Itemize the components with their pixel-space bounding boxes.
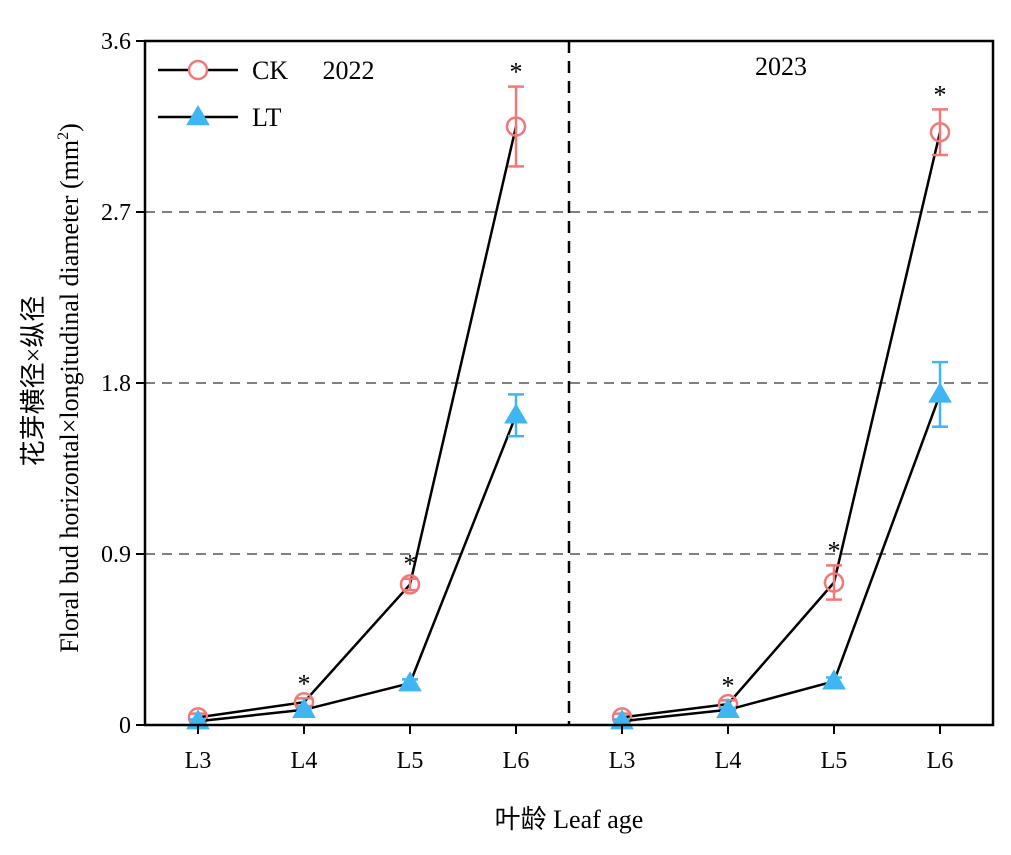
point-LT-2022-L6 [504, 403, 528, 424]
significance-2023-L4: * [722, 671, 735, 700]
y-axis-title-close: ) [55, 123, 84, 132]
legend-marker-lt [186, 105, 210, 126]
y-tick-label-1: 0.9 [101, 542, 131, 568]
legend-label-ck: CK [252, 56, 288, 85]
grid-lines [145, 211, 993, 555]
x-tick-label-2022-L3: L3 [185, 748, 212, 774]
significance-2022-L6: * [510, 58, 523, 87]
error-bar-CK-2023-L5 [826, 564, 842, 601]
legend-marker-ck [187, 59, 209, 81]
panel-label-2023: 2023 [755, 52, 807, 81]
series-line-CK-2022 [197, 126, 518, 719]
point-CK-2022-L6 [505, 116, 527, 137]
point-LT-2022-L4 [292, 697, 316, 718]
y-axis-title-cn: 花芽横径×纵径 [19, 296, 48, 467]
point-LT-2022-L5 [398, 671, 422, 692]
y-axis-title-en: Floral bud horizontal×longitudinal diame… [55, 123, 84, 653]
significance-2022-L5: * [404, 550, 417, 579]
ticks: 0 0.9 1.8 2.7 3.6 L3 L4 L5 L6 L3 L4 L5 L6 [101, 29, 953, 774]
series-line-LT-2022 [197, 414, 518, 723]
legend-item-ck: CK [158, 56, 288, 85]
point-LT-2023-L4 [716, 697, 740, 718]
error-bar-CK-2023-L6 [932, 108, 948, 157]
y-tick-label-0: 0 [119, 713, 131, 739]
x-tick-label-2023-L3: L3 [609, 748, 636, 774]
y-axis-title: 花芽横径×纵径 [19, 296, 48, 467]
significance-2022-L4: * [298, 669, 311, 698]
x-tick-label-2022-L6: L6 [503, 748, 530, 774]
error-bar-CK-2022-L6 [508, 85, 524, 168]
significance-2023-L5: * [828, 536, 841, 565]
x-tick-label-2022-L5: L5 [397, 748, 424, 774]
legend: CK LT [158, 56, 288, 132]
x-tick-label-2023-L6: L6 [927, 748, 954, 774]
point-LT-2023-L5 [822, 669, 846, 690]
error-bar-CK-2022-L5 [402, 577, 418, 592]
labels: 叶龄 Leaf age 花芽横径×纵径 Floral bud horizonta… [19, 52, 807, 834]
point-LT-2023-L6 [928, 382, 952, 403]
legend-item-lt: LT [158, 103, 281, 132]
x-axis-title: 叶龄 Leaf age [495, 805, 644, 834]
y-tick-label-4: 3.6 [101, 29, 131, 55]
point-CK-2022-L5 [399, 574, 421, 595]
x-tick-label-2023-L5: L5 [821, 748, 848, 774]
y-axis-title-en-main: Floral bud horizontal×longitudinal diame… [55, 140, 84, 653]
y-axis-title-sup: 2 [55, 132, 72, 140]
x-tick-label-2022-L4: L4 [291, 748, 318, 774]
y-tick-label-3: 2.7 [101, 200, 131, 226]
legend-label-lt: LT [252, 103, 281, 132]
panel-label-2022: 2022 [323, 56, 375, 85]
point-CK-2023-L5 [823, 572, 845, 593]
significance-2023-L6: * [934, 80, 947, 109]
series-line-LT-2023 [621, 393, 942, 723]
y-tick-label-2: 1.8 [101, 371, 131, 397]
series-line-CK-2023 [621, 131, 942, 719]
series-layer: * * * * * * [186, 58, 952, 730]
x-tick-label-2023-L4: L4 [715, 748, 742, 774]
point-CK-2023-L6 [929, 121, 951, 143]
